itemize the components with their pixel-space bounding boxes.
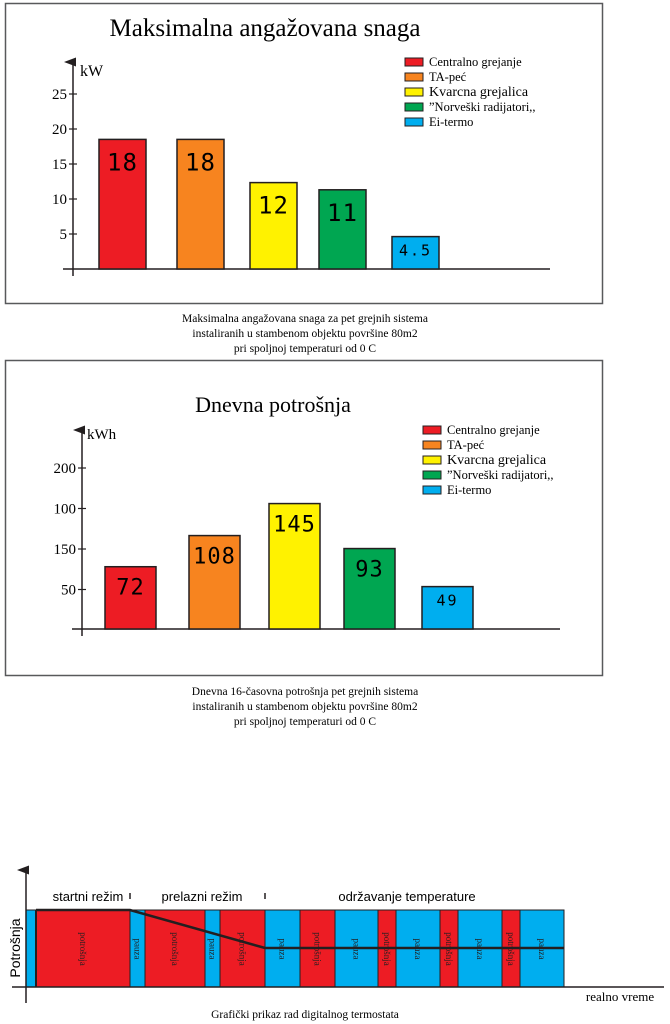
bar-1 — [104, 565, 157, 630]
y-tick-label: 150 — [54, 542, 77, 558]
bar-value-label: 12 — [258, 192, 289, 220]
legend-swatch — [422, 425, 442, 435]
legend-label: Ei-termo — [429, 115, 473, 129]
timeline-ylabel: Potrošnja — [7, 918, 23, 977]
legend-label: ”Norveški radijatori,, — [447, 468, 554, 482]
bar-4 — [343, 547, 396, 630]
segment-pause — [25, 909, 37, 988]
bar-value-label: 18 — [185, 148, 216, 176]
bar-value-label: 11 — [327, 199, 358, 227]
bar-value-label: 4.5 — [399, 242, 432, 260]
chart2-title: Dnevna potrošnja — [195, 392, 351, 417]
legend-label: Centralno grejanje — [447, 423, 540, 437]
legend-label: Kvarcna grejalica — [447, 453, 547, 468]
phase-label: prelazni režim — [162, 889, 243, 904]
timeline-xlabel: realno vreme — [586, 989, 654, 1004]
legend-swatch — [422, 440, 442, 450]
y-tick-label: 200 — [54, 461, 77, 477]
chart1-frame — [4, 2, 604, 305]
legend-swatch — [404, 117, 424, 127]
consumption-trend-line — [36, 908, 564, 950]
legend-swatch — [404, 57, 424, 67]
chart2-caption-line: pri spoljnoj temperaturi od 0 C — [234, 716, 376, 728]
bar-value-label: 49 — [436, 592, 458, 610]
chart1-ylabel: kW — [80, 63, 104, 80]
bar-value-label: 72 — [116, 576, 145, 601]
legend-label: Ei-termo — [447, 483, 491, 497]
bar-3 — [268, 502, 321, 630]
segment-label: potrošnja — [170, 932, 180, 966]
chart1-title: Maksimalna angažovana snaga — [110, 15, 421, 42]
segment-consumption — [219, 909, 266, 988]
bar-3 — [249, 181, 298, 270]
legend-label: Centralno grejanje — [429, 55, 522, 69]
bar-1 — [98, 138, 147, 270]
y-tick-label: 25 — [52, 87, 67, 103]
chart2-caption-line: instaliranih u stambenom objektu površin… — [192, 701, 417, 713]
bar-5 — [421, 585, 474, 630]
bar-2 — [188, 534, 241, 630]
chart2-ylabel: kWh — [87, 427, 117, 443]
segment-label: pauza — [133, 939, 143, 960]
legend-swatch — [404, 87, 424, 97]
legend-swatch — [422, 470, 442, 480]
segment-label: potrošnja — [238, 932, 248, 966]
bar-value-label: 18 — [107, 148, 138, 176]
legend-label: TA-peć — [447, 438, 485, 452]
legend-swatch — [422, 455, 442, 465]
legend-swatch — [404, 72, 424, 82]
chart1-caption-line: Maksimalna angažovana snaga za pet grejn… — [182, 313, 428, 325]
phase-label: startni režim — [53, 889, 124, 904]
y-tick-label: 10 — [52, 192, 67, 208]
chart1-caption-line: pri spoljnoj temperaturi od 0 C — [234, 343, 376, 355]
legend-label: TA-peć — [429, 70, 467, 84]
y-tick-label: 5 — [60, 227, 68, 243]
bar-2 — [176, 138, 225, 270]
chart1-caption-line: instaliranih u stambenom objektu površin… — [192, 328, 417, 340]
bar-value-label: 145 — [273, 513, 316, 538]
y-tick-label: 50 — [61, 583, 76, 599]
y-tick-label: 15 — [52, 157, 67, 173]
legend-label: Kvarcna grejalica — [429, 85, 529, 100]
chart2-caption-line: Dnevna 16-časovna potrošnja pet grejnih … — [192, 686, 418, 698]
timeline-caption: Grafički prikaz rad digitalnog termostat… — [211, 1009, 399, 1021]
bar-5 — [391, 235, 440, 270]
segment-label: pauza — [208, 939, 218, 960]
bar-4 — [318, 189, 367, 270]
phase-label: održavanje temperature — [338, 889, 475, 904]
legend-swatch — [404, 102, 424, 112]
bar-value-label: 108 — [193, 545, 236, 570]
y-tick-label: 100 — [54, 502, 77, 518]
legend-label: ”Norveški radijatori,, — [429, 100, 536, 114]
segment-label: potrošnja — [78, 932, 88, 966]
bar-value-label: 93 — [355, 558, 384, 583]
legend-swatch — [422, 485, 442, 495]
y-tick-label: 20 — [52, 122, 67, 138]
